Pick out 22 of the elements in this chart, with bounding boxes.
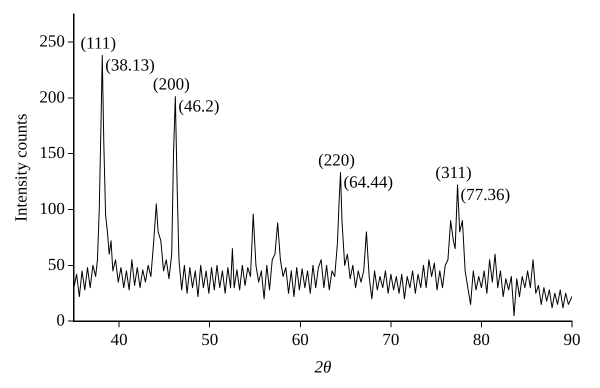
x-tick-label: 40	[110, 330, 128, 349]
annotation: (64.44)	[344, 172, 394, 192]
x-tick-label: 90	[564, 330, 580, 349]
x-tick-label: 80	[472, 330, 490, 349]
annotation: (220)	[318, 150, 355, 170]
y-tick-label: 200	[39, 87, 65, 106]
annotation: (111)	[80, 33, 116, 52]
x-tick-label: 70	[382, 330, 400, 349]
y-tick-label: 250	[39, 31, 65, 50]
x-tick-label: 60	[292, 330, 309, 349]
annotation: (200)	[152, 74, 190, 94]
y-tick-label: 100	[39, 198, 65, 218]
annotation: (77.36)	[460, 184, 510, 204]
x-tick-label: 50	[201, 330, 218, 349]
y-tick-label: 150	[39, 143, 65, 162]
annotation: (38.13)	[105, 55, 155, 74]
y-tick-label: 0	[56, 310, 65, 330]
annotation: (46.2)	[178, 96, 220, 116]
y-tick-label: 50	[48, 254, 65, 274]
x-axis-title: 2θ	[314, 357, 332, 376]
y-axis-title: Intensity counts	[12, 114, 31, 222]
annotation: (311)	[435, 162, 472, 182]
